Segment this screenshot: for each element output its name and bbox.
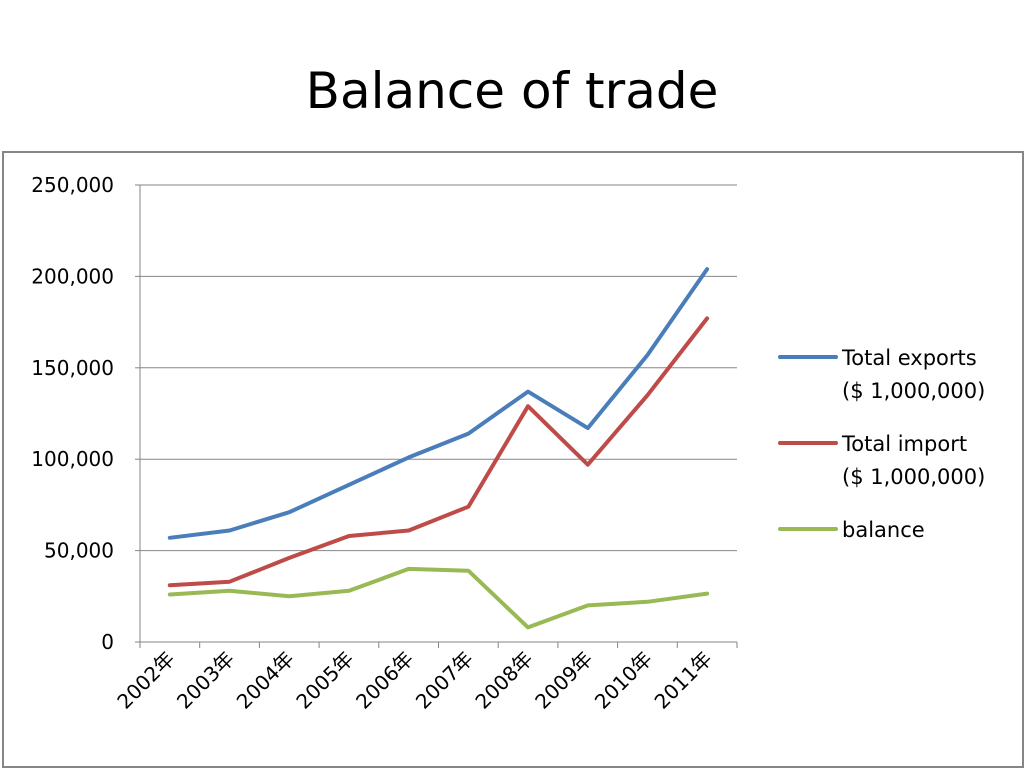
- x-tick-label: 2003年: [172, 647, 239, 714]
- x-tick-label: 2011年: [650, 647, 717, 714]
- legend-entry-label: Total exports: [841, 346, 977, 370]
- y-tick-label: 0: [101, 630, 114, 654]
- series-line-1: [167, 316, 710, 588]
- slide-title: Balance of trade: [305, 62, 719, 120]
- line-chart: 0 50,000 100,000 150,000 200,000 250,000 2002年…: [31, 173, 985, 714]
- x-tick-label: 2008年: [470, 647, 537, 714]
- series-line-2: [167, 566, 710, 630]
- x-tick-label: 2010年: [590, 647, 657, 714]
- legend-entry-label: ($ 1,000,000): [842, 465, 985, 489]
- y-tick-label: 250,000: [31, 173, 114, 197]
- y-tick-label: 150,000: [31, 356, 114, 380]
- series-line-0: [167, 267, 710, 540]
- chart-frame: 0 50,000 100,000 150,000 200,000 250,000 2002年…: [2, 151, 1024, 768]
- legend-entry-label: ($ 1,000,000): [842, 379, 985, 403]
- y-tick-label: 200,000: [31, 264, 114, 288]
- y-tick-label: 100,000: [31, 447, 114, 471]
- legend-entry-label: Total import: [841, 432, 967, 456]
- legend-entry-label: balance: [842, 518, 925, 542]
- x-tick-label: 2007年: [411, 647, 478, 714]
- y-tick-label: 50,000: [44, 539, 114, 563]
- x-tick-label: 2006年: [351, 647, 418, 714]
- x-tick-label: 2005年: [291, 647, 358, 714]
- x-tick-label: 2002年: [112, 647, 179, 714]
- x-tick-label: 2009年: [530, 647, 597, 714]
- x-tick-label: 2004年: [232, 647, 299, 714]
